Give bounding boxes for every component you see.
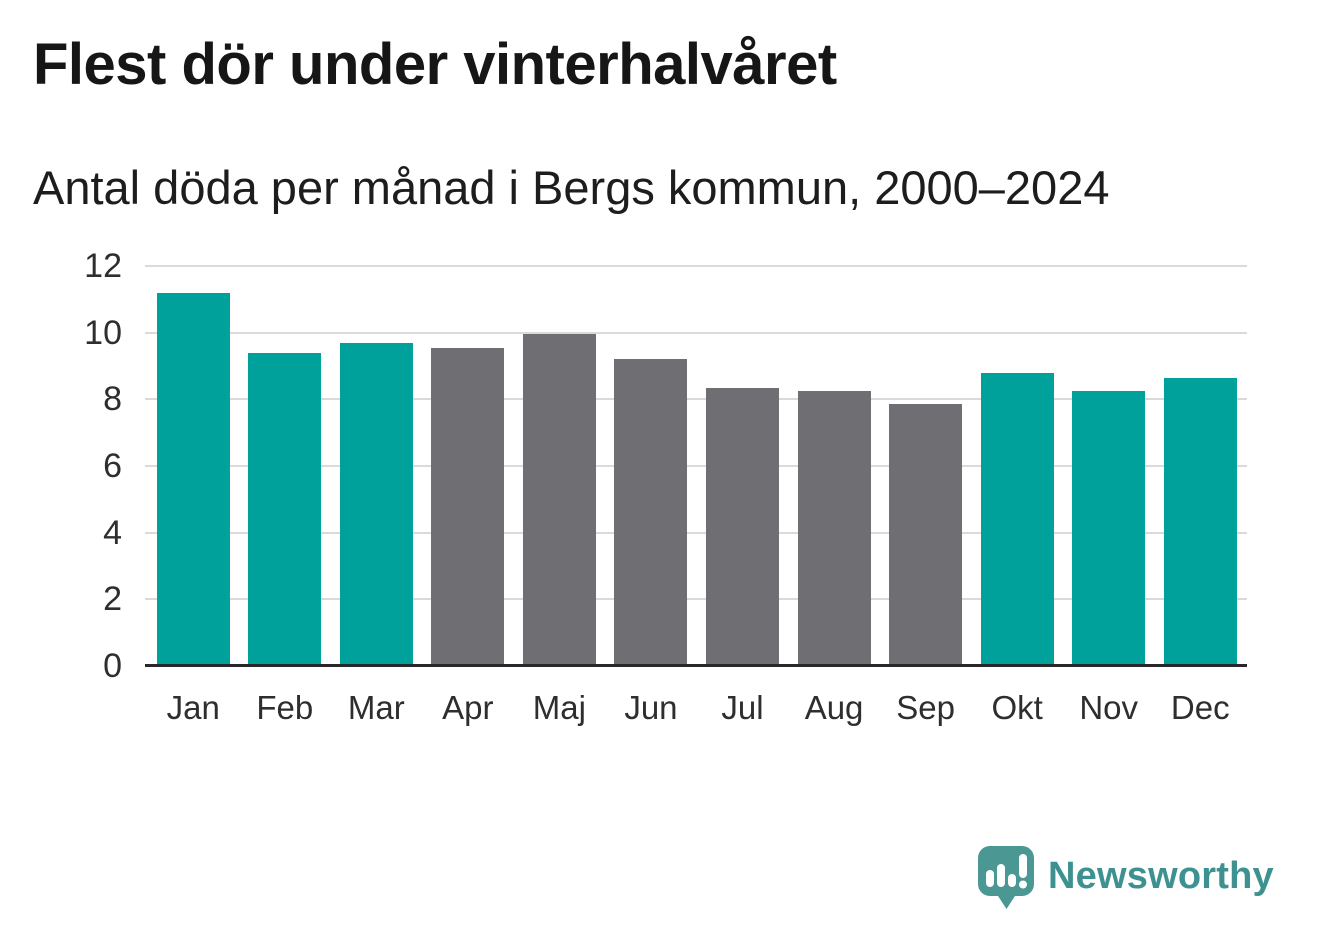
gridline-y4: [145, 531, 1247, 534]
gridline-y2: [145, 598, 1247, 601]
x-tick-label-jan: Jan: [166, 689, 220, 726]
bar-jan: [156, 292, 230, 666]
x-tick-label-aug: Aug: [804, 689, 864, 726]
y-tick-label-0: 0: [103, 647, 122, 685]
bar-mar: [339, 342, 413, 666]
y-tick-label-4: 4: [103, 513, 122, 552]
gridline-y10: [145, 331, 1247, 334]
newsworthy-logo-text: Newsworthy: [1048, 855, 1274, 897]
x-tick-label-maj: Maj: [532, 689, 586, 726]
y-tick-label-12: 12: [84, 247, 122, 285]
bar-sep: [889, 404, 963, 666]
chart-title: Flest dör under vinterhalvåret: [33, 32, 837, 97]
gridline-y12: [145, 265, 1247, 267]
bar-okt: [980, 372, 1054, 666]
x-tick-label-jun: Jun: [624, 689, 678, 726]
x-tick-label-feb: Feb: [256, 689, 314, 726]
newsworthy-logo-icon: [978, 846, 1034, 909]
y-axis: 0 2 4 6 8 10 12: [0, 247, 122, 685]
bar-feb: [248, 352, 322, 666]
x-tick-label-jul: Jul: [721, 689, 764, 726]
plot-area: [145, 265, 1247, 667]
x-tick-label-nov: Nov: [1079, 689, 1139, 726]
x-axis-labels: Jan Feb Mar Apr Maj Jun Jul Aug Sep Okt Nov Dec: [145, 689, 1247, 735]
y-tick-label-6: 6: [103, 447, 122, 485]
bar-apr: [431, 347, 505, 666]
bar-jul: [706, 387, 779, 666]
y-tick-label-10: 10: [84, 313, 122, 352]
x-tick-label-dec: Dec: [1170, 689, 1230, 726]
bar-aug: [797, 391, 871, 666]
bar-jun: [614, 359, 688, 666]
x-tick-label-sep: Sep: [896, 689, 955, 726]
newsworthy-logo: Newsworthy: [978, 846, 1274, 909]
gridline-y6: [145, 465, 1247, 467]
chart-subtitle: Antal döda per månad i Bergs kommun, 200…: [33, 161, 1110, 214]
x-tick-label-apr: Apr: [442, 689, 494, 726]
bar-dec: [1163, 377, 1237, 666]
x-axis-line: [145, 664, 1247, 667]
bar-nov: [1072, 391, 1146, 666]
x-tick-label-okt: Okt: [991, 689, 1043, 726]
bar-maj: [522, 334, 596, 666]
y-tick-label-2: 2: [103, 580, 122, 619]
x-tick-label-mar: Mar: [347, 689, 405, 726]
y-tick-label-8: 8: [103, 380, 122, 419]
gridline-y8: [145, 398, 1247, 401]
